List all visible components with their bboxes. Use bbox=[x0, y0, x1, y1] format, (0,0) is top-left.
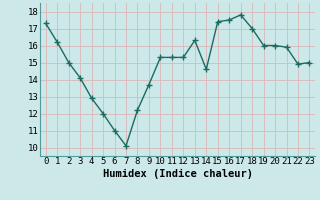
X-axis label: Humidex (Indice chaleur): Humidex (Indice chaleur) bbox=[103, 169, 252, 179]
